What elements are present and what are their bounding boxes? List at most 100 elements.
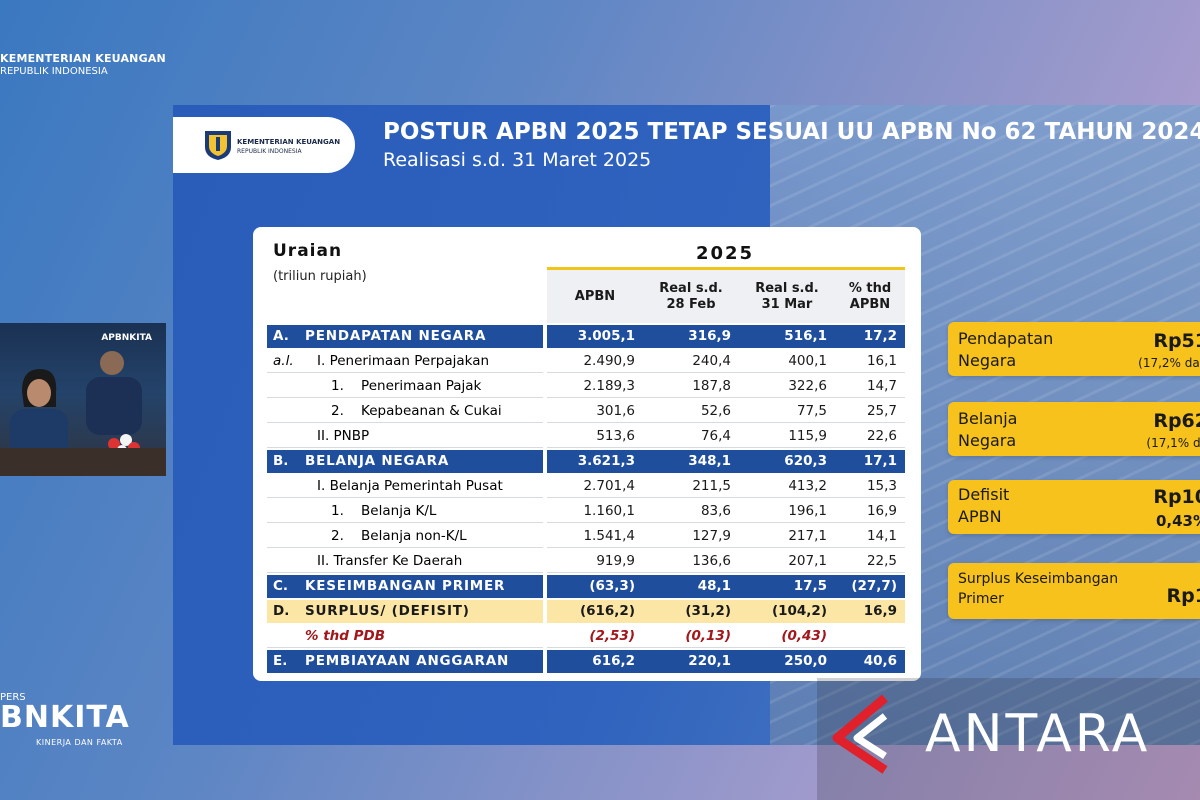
table-body: A. PENDAPATAN NEGARA 3.005,1 316,9 516,1 17,2…: [267, 325, 907, 675]
row-values: 2.701,4 211,5 413,2 15,3: [547, 475, 905, 498]
cell-value: 2.189,3: [583, 378, 635, 394]
cell-value: 77,5: [796, 403, 827, 419]
ministry-corner-brand: KEMENTERIAN KEUANGAN REPUBLIK INDONESIA: [0, 52, 166, 77]
callout-value: Rp62: [1153, 410, 1200, 432]
row-label-cell: 1. Penerimaan Pajak: [267, 375, 543, 398]
row-values: (616,2) (31,2) (104,2) 16,9: [547, 600, 905, 623]
desk: [0, 448, 166, 476]
row-values: 2.490,9 240,4 400,1 16,1: [547, 350, 905, 373]
column-header-real-feb: Real s.d. 28 Feb: [659, 280, 723, 312]
row-label: 2. Kepabeanan & Cukai: [331, 403, 502, 419]
cell-value: 83,6: [700, 503, 731, 519]
cell-value: 400,1: [788, 353, 827, 369]
table-row: 1. Belanja K/L 1.160,1 83,6 196,1 16,9: [267, 500, 907, 523]
konpers-logo: PERS BNKITA KINERJA DAN FAKTA: [0, 692, 130, 747]
cell-value: 22,6: [866, 428, 897, 444]
ministry-name: KEMENTERIAN KEUANGAN: [0, 52, 166, 65]
cell-value: (0,43): [781, 628, 827, 644]
callout-surplus-primer: Surplus Keseimbangan Primer Rp1: [948, 563, 1200, 619]
row-values: 513,6 76,4 115,9 22,6: [547, 425, 905, 448]
row-label-cell: 2. Kepabeanan & Cukai: [267, 400, 543, 423]
row-label: PEMBIAYAAN ANGGARAN: [305, 653, 510, 669]
konpers-tagline: KINERJA DAN FAKTA: [36, 738, 123, 747]
antara-wordmark: ANTARA: [925, 704, 1151, 764]
cell-value: 115,9: [788, 428, 827, 444]
cell-value: 136,6: [692, 553, 731, 569]
row-label: PENDAPATAN NEGARA: [305, 328, 487, 344]
row-label-cell: I. Belanja Pemerintah Pusat: [267, 475, 543, 498]
cell-value: 2.701,4: [583, 478, 635, 494]
cell-value: 48,1: [697, 578, 731, 594]
row-label: BELANJA NEGARA: [305, 453, 450, 469]
cell-value: 17,1: [863, 453, 897, 469]
cell-value: 1.160,1: [583, 503, 635, 519]
cell-value: 348,1: [688, 453, 731, 469]
callout-name: Belanja Negara: [958, 409, 1018, 450]
cell-value: 413,2: [788, 478, 827, 494]
row-label-cell: 2. Belanja non-K/L: [267, 525, 543, 548]
cell-value: 17,2: [863, 328, 897, 344]
row-label: % thd PDB: [305, 628, 386, 644]
webcam-background-logo: APBNKITA: [101, 333, 152, 343]
cell-value: 16,9: [866, 503, 897, 519]
cell-value: 220,1: [688, 653, 731, 669]
apbn-table-card: Uraian (triliun rupiah) 2025 APBN Real s…: [253, 227, 921, 681]
row-label-cell: A. PENDAPATAN NEGARA: [267, 325, 543, 348]
cell-value: 187,8: [692, 378, 731, 394]
row-values: (2,53) (0,13) (0,43): [547, 625, 905, 648]
cell-value: 17,5: [793, 578, 827, 594]
table-row: a.l. I. Penerimaan Perpajakan 2.490,9 240,4…: [267, 350, 907, 373]
row-label-cell: 1. Belanja K/L: [267, 500, 543, 523]
row-label: 1. Belanja K/L: [331, 503, 437, 519]
table-row: % thd PDB (2,53) (0,13) (0,43): [267, 625, 907, 648]
cell-value: (31,2): [685, 603, 731, 619]
cell-value: 15,3: [866, 478, 897, 494]
row-code: E.: [273, 653, 288, 669]
cell-value: [835, 625, 897, 648]
callout-note: (17,2% dari: [1138, 356, 1200, 370]
row-label-cell: D. SURPLUS/ (DEFISIT): [267, 600, 543, 623]
row-code: a.l.: [273, 353, 294, 369]
cell-value: 16,9: [863, 603, 897, 619]
row-label-cell: E. PEMBIAYAAN ANGGARAN: [267, 650, 543, 673]
ministry-country: REPUBLIK INDONESIA: [0, 66, 108, 77]
callout-note: (17,1% da: [1146, 436, 1200, 450]
row-label-cell: a.l. I. Penerimaan Perpajakan: [267, 350, 543, 373]
slide-title: POSTUR APBN 2025 TETAP SESUAI UU APBN No…: [383, 119, 1200, 145]
row-code: C.: [273, 578, 289, 594]
row-label: II. Transfer Ke Daerah: [317, 553, 463, 569]
antara-logo-icon: [832, 694, 888, 774]
table-row: E. PEMBIAYAAN ANGGARAN 616,2 220,1 250,0 40,6: [267, 650, 907, 673]
callout-name: Pendapatan Negara: [958, 329, 1054, 370]
cell-value: 25,7: [866, 403, 897, 419]
row-label: KESEIMBANGAN PRIMER: [305, 578, 506, 594]
row-values: 2.189,3 187,8 322,6 14,7: [547, 375, 905, 398]
table-row: D. SURPLUS/ (DEFISIT) (616,2) (31,2) (104,2)…: [267, 600, 907, 623]
cell-value: 513,6: [596, 428, 635, 444]
cell-value: 2.490,9: [583, 353, 635, 369]
cell-value: (616,2): [579, 603, 635, 619]
cell-value: 3.005,1: [577, 328, 635, 344]
row-label: SURPLUS/ (DEFISIT): [305, 603, 470, 619]
row-label: 1. Penerimaan Pajak: [331, 378, 482, 394]
cell-value: 127,9: [692, 528, 731, 544]
cell-value: 76,4: [700, 428, 731, 444]
cell-value: 516,1: [784, 328, 827, 344]
cell-value: 14,7: [866, 378, 897, 394]
year-header: 2025: [695, 243, 755, 264]
webcam-inset: APBNKITA: [0, 323, 166, 476]
callout-belanja: Belanja Negara Rp62 (17,1% da: [948, 402, 1200, 456]
callout-pendapatan: Pendapatan Negara Rp51 (17,2% dari: [948, 322, 1200, 376]
cell-value: 3.621,3: [577, 453, 635, 469]
slide-logo-box: KEMENTERIAN KEUANGAN REPUBLIK INDONESIA: [173, 117, 355, 173]
callout-value: Rp1: [1166, 585, 1200, 607]
row-values: (63,3) 48,1 17,5 (27,7): [547, 575, 905, 598]
cell-value: 301,6: [596, 403, 635, 419]
cell-value: 620,3: [784, 453, 827, 469]
table-row: C. KESEIMBANGAN PRIMER (63,3) 48,1 17,5 (27,7…: [267, 575, 907, 598]
cell-value: 211,5: [692, 478, 731, 494]
cell-value: 16,1: [866, 353, 897, 369]
cell-value: 316,9: [688, 328, 731, 344]
row-code: B.: [273, 453, 289, 469]
year-underline: [547, 267, 905, 270]
